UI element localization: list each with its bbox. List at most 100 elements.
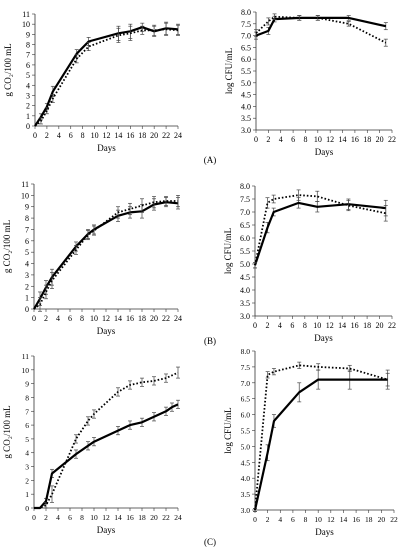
y-tick-label: 5.0 [241, 79, 251, 88]
y-axis-label: log CFU/mL [224, 48, 234, 94]
x-tick-label: 8 [80, 513, 84, 522]
x-tick-label: 0 [253, 515, 257, 524]
series-solid-line [34, 399, 180, 510]
x-tick-label: 16 [351, 135, 359, 144]
y-tick-label: 6.5 [240, 221, 250, 230]
x-tick-label: 4 [279, 135, 283, 144]
x-tick-label: 12 [326, 321, 334, 330]
y-tick-label: 4.5 [241, 458, 251, 467]
x-tick-label: 20 [378, 515, 386, 524]
y-tick-label: 1 [26, 112, 30, 121]
y-tick-label: 9 [25, 203, 29, 212]
x-tick-label: 2 [44, 314, 48, 323]
chart-A-cfu: 3.0 3.5 4.0 4.5 5.0 5.5 6.0 6.5 7.0 7.5 8.0 0 2 4 6 8 10… [224, 8, 396, 157]
x-tick-label: 20 [150, 314, 158, 323]
y-tick-label: 8 [26, 41, 30, 50]
y-tick-label: 6 [25, 421, 29, 430]
panel-label: (A) [204, 155, 217, 165]
y-tick-label: 3.0 [241, 506, 251, 515]
y-axis-label: g CO₂/100 mL [2, 220, 12, 273]
x-tick-label: 22 [388, 135, 396, 144]
y-tick-label: 7.0 [241, 379, 251, 388]
y-tick-label: 5.5 [241, 427, 251, 436]
x-tick-label: 10 [91, 131, 99, 140]
x-tick-label: 2 [266, 515, 270, 524]
y-tick-label: 9 [26, 30, 30, 39]
y-tick-label: 2 [26, 102, 30, 111]
x-tick-label: 12 [326, 135, 334, 144]
x-tick-label: 2 [265, 321, 269, 330]
series-line [255, 15, 387, 44]
x-tick-label: 4 [56, 314, 60, 323]
y-tick-label: 6.0 [241, 411, 251, 420]
y-tick-label: 10 [21, 191, 29, 200]
y-tick-label: 4.0 [241, 474, 251, 483]
y-tick-label: 5.0 [240, 260, 250, 269]
x-axis-label: Days [314, 333, 333, 343]
series-dotted-line [253, 361, 390, 512]
y-tick-label: 1 [25, 490, 29, 499]
y-tick-label: 3 [25, 463, 29, 472]
x-axis-label: Days [97, 525, 116, 535]
x-tick-label: 20 [376, 135, 384, 144]
x-tick-label: 14 [338, 321, 346, 330]
x-tick-label: 0 [253, 321, 257, 330]
y-tick-label: 3 [26, 91, 30, 100]
y-tick-label: 5 [25, 248, 29, 257]
x-tick-label: 6 [290, 321, 294, 330]
x-axis-label: Days [315, 527, 334, 537]
series-solid-line [254, 15, 388, 40]
y-tick-label: 5.0 [241, 442, 251, 451]
series-dotted-line [253, 189, 388, 269]
x-tick-label: 14 [339, 135, 347, 144]
x-tick-label: 14 [340, 515, 348, 524]
x-tick-label: 12 [102, 314, 110, 323]
y-axis-label: log CFU/mL [223, 407, 233, 453]
series-solid-line [33, 197, 180, 310]
series-line [34, 403, 179, 510]
x-tick-label: 8 [80, 314, 84, 323]
x-tick-label: 22 [162, 131, 170, 140]
series-line [253, 378, 388, 511]
series-line [33, 200, 178, 310]
x-tick-label: 10 [314, 135, 322, 144]
y-tick-label: 8.0 [241, 347, 251, 356]
x-tick-label: 10 [90, 513, 98, 522]
x-tick-label: 24 [174, 131, 182, 140]
x-tick-label: 0 [254, 135, 258, 144]
x-tick-label: 4 [56, 513, 60, 522]
x-tick-label: 2 [266, 135, 270, 144]
x-tick-label: 16 [351, 321, 359, 330]
x-tick-label: 16 [126, 513, 134, 522]
x-tick-label: 18 [363, 135, 371, 144]
y-tick-label: 7 [25, 225, 29, 234]
x-axis-label: Days [315, 147, 334, 157]
x-tick-label: 12 [102, 513, 110, 522]
x-tick-label: 8 [81, 131, 85, 140]
y-tick-label: 7.5 [241, 363, 251, 372]
series-line [254, 364, 388, 511]
y-tick-label: 3.0 [240, 312, 250, 321]
x-tick-label: 18 [138, 513, 146, 522]
x-tick-label: 6 [291, 135, 295, 144]
x-tick-label: 6 [68, 314, 72, 323]
y-tick-label: 6 [25, 237, 29, 246]
x-tick-label: 14 [114, 513, 122, 522]
x-tick-label: 24 [174, 314, 182, 323]
y-axis-label: g CO₂/100 mL [2, 405, 12, 458]
x-tick-label: 12 [327, 515, 335, 524]
y-tick-label: 4.5 [240, 273, 250, 282]
x-tick-label: 8 [304, 515, 308, 524]
x-tick-label: 20 [150, 513, 158, 522]
x-tick-label: 24 [174, 513, 182, 522]
y-tick-label: 9 [25, 380, 29, 389]
y-tick-label: 5.5 [240, 247, 250, 256]
panel-label: (C) [204, 537, 216, 547]
y-tick-label: 0 [26, 122, 30, 131]
x-tick-label: 4 [278, 515, 282, 524]
y-tick-label: 4 [26, 81, 30, 90]
x-tick-label: 2 [45, 131, 49, 140]
x-tick-label: 0 [32, 513, 36, 522]
series-dotted-line [33, 195, 180, 312]
